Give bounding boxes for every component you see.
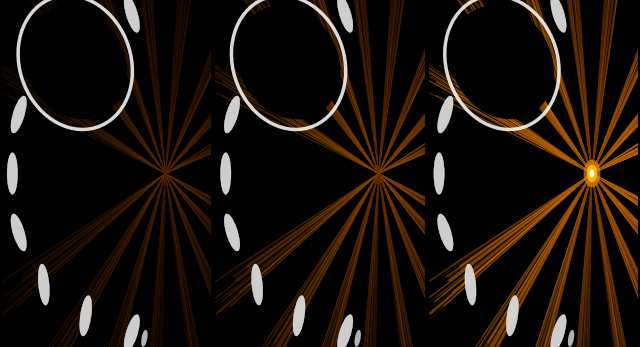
Ellipse shape [224, 96, 240, 133]
Ellipse shape [80, 11, 92, 51]
Ellipse shape [38, 264, 49, 305]
Ellipse shape [337, 0, 353, 32]
Ellipse shape [252, 264, 263, 305]
Ellipse shape [293, 11, 305, 51]
Ellipse shape [438, 214, 453, 251]
Ellipse shape [224, 214, 240, 251]
Ellipse shape [7, 153, 18, 194]
Ellipse shape [293, 296, 305, 336]
Ellipse shape [337, 315, 353, 347]
Ellipse shape [11, 96, 26, 133]
Ellipse shape [434, 153, 444, 194]
Ellipse shape [11, 214, 26, 251]
Ellipse shape [124, 0, 140, 32]
Ellipse shape [221, 153, 231, 194]
Circle shape [584, 160, 600, 187]
Circle shape [589, 169, 595, 178]
Ellipse shape [252, 42, 263, 83]
Ellipse shape [551, 0, 566, 32]
Ellipse shape [124, 315, 140, 347]
Ellipse shape [355, 330, 361, 347]
Ellipse shape [141, 330, 147, 347]
Ellipse shape [568, 330, 574, 347]
Ellipse shape [450, 6, 554, 119]
Circle shape [587, 165, 597, 182]
Ellipse shape [38, 42, 49, 83]
Ellipse shape [23, 6, 127, 119]
Ellipse shape [506, 11, 518, 51]
Ellipse shape [506, 296, 518, 336]
Ellipse shape [80, 296, 92, 336]
Ellipse shape [551, 315, 566, 347]
Ellipse shape [465, 264, 476, 305]
Ellipse shape [438, 96, 453, 133]
Ellipse shape [237, 6, 340, 119]
Ellipse shape [465, 42, 476, 83]
